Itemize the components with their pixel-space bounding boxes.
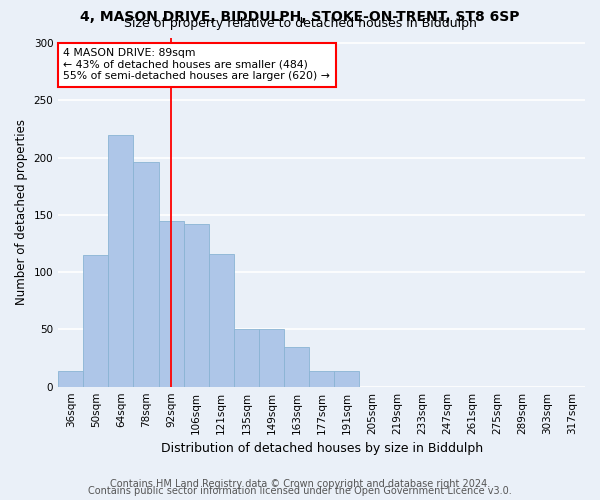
Bar xyxy=(284,346,309,387)
Bar xyxy=(234,330,259,386)
Bar xyxy=(133,162,158,386)
Bar xyxy=(334,370,359,386)
Bar xyxy=(259,330,284,386)
Bar xyxy=(309,370,334,386)
Text: 4, MASON DRIVE, BIDDULPH, STOKE-ON-TRENT, ST8 6SP: 4, MASON DRIVE, BIDDULPH, STOKE-ON-TRENT… xyxy=(80,10,520,24)
Bar xyxy=(158,220,184,386)
Bar xyxy=(184,224,209,386)
Text: Contains HM Land Registry data © Crown copyright and database right 2024.: Contains HM Land Registry data © Crown c… xyxy=(110,479,490,489)
Text: Size of property relative to detached houses in Biddulph: Size of property relative to detached ho… xyxy=(124,18,476,30)
Y-axis label: Number of detached properties: Number of detached properties xyxy=(15,119,28,305)
Bar xyxy=(58,370,83,386)
Bar xyxy=(209,254,234,386)
Text: 4 MASON DRIVE: 89sqm
← 43% of detached houses are smaller (484)
55% of semi-deta: 4 MASON DRIVE: 89sqm ← 43% of detached h… xyxy=(64,48,331,81)
Bar xyxy=(109,135,133,386)
Text: Contains public sector information licensed under the Open Government Licence v3: Contains public sector information licen… xyxy=(88,486,512,496)
X-axis label: Distribution of detached houses by size in Biddulph: Distribution of detached houses by size … xyxy=(161,442,482,455)
Bar xyxy=(83,255,109,386)
